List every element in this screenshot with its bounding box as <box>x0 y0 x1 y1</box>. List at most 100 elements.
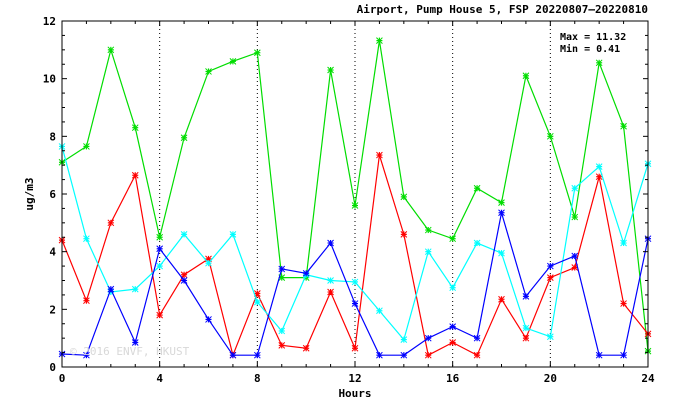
y-tick-label: 8 <box>49 130 56 143</box>
data-point <box>449 323 457 330</box>
data-point <box>571 252 579 260</box>
data-point <box>595 163 603 170</box>
y-tick-label: 0 <box>49 361 56 374</box>
data-point <box>571 184 579 192</box>
series-line-2 <box>61 146 649 341</box>
data-point <box>498 295 505 303</box>
x-tick-label: 4 <box>156 372 163 385</box>
data-point <box>156 233 164 241</box>
data-point <box>449 284 457 292</box>
data-point <box>620 122 627 130</box>
data-point <box>522 334 530 342</box>
data-point <box>107 46 115 54</box>
data-point <box>327 239 334 247</box>
max-annotation: Max = 11.32 <box>560 32 626 43</box>
data-point <box>424 351 432 359</box>
data-point <box>595 59 603 67</box>
data-point <box>229 58 237 65</box>
data-point <box>351 344 359 352</box>
data-point <box>302 344 310 352</box>
data-point <box>180 271 188 279</box>
x-tick-label: 24 <box>641 372 655 385</box>
x-tick-label: 20 <box>544 372 557 385</box>
x-tick-label: 8 <box>254 372 261 385</box>
data-point <box>205 316 212 323</box>
data-point <box>498 209 505 217</box>
data-point <box>229 231 237 238</box>
data-point <box>546 132 554 140</box>
y-axis-label: ug/m3 <box>23 177 36 210</box>
data-point <box>278 342 286 349</box>
data-point <box>620 351 627 359</box>
data-point <box>546 333 554 341</box>
data-point <box>327 66 334 74</box>
y-tick-label: 10 <box>43 73 56 86</box>
data-point <box>571 213 579 221</box>
data-point <box>180 277 188 284</box>
data-point <box>156 262 164 270</box>
y-tick-label: 2 <box>49 303 56 316</box>
data-point <box>473 334 481 342</box>
data-point <box>180 231 188 238</box>
data-point <box>620 300 627 307</box>
x-tick-label: 16 <box>446 372 460 385</box>
data-point <box>131 285 139 293</box>
y-tick-label: 6 <box>49 188 56 201</box>
data-point <box>278 265 286 273</box>
data-point <box>498 199 505 207</box>
data-point <box>376 37 383 44</box>
data-point <box>546 262 554 270</box>
data-point <box>253 298 261 306</box>
min-annotation: Min = 0.41 <box>560 43 620 55</box>
data-point <box>400 336 408 343</box>
data-point <box>107 285 115 293</box>
data-point <box>424 334 432 342</box>
data-point <box>424 226 432 234</box>
data-point <box>376 307 383 315</box>
data-point <box>83 143 90 150</box>
data-point <box>205 259 212 267</box>
data-point <box>473 239 481 247</box>
data-point <box>302 269 310 277</box>
x-axis-label: Hours <box>338 387 371 400</box>
data-point <box>351 202 359 209</box>
data-point <box>522 324 530 332</box>
y-tick-label: 4 <box>49 246 56 259</box>
x-tick-label: 0 <box>59 372 66 385</box>
data-point <box>83 235 90 243</box>
data-point <box>473 351 481 359</box>
data-point <box>522 293 530 300</box>
x-tick-label: 12 <box>348 372 361 385</box>
grid <box>159 21 551 367</box>
data-point <box>156 311 164 319</box>
data-point <box>376 351 383 359</box>
data-point <box>131 171 139 179</box>
data-point <box>400 193 408 201</box>
data-point <box>327 288 334 296</box>
series-group <box>58 37 652 359</box>
data-point <box>400 351 408 359</box>
data-point <box>620 239 627 247</box>
data-point <box>253 49 261 57</box>
y-tick-label: 12 <box>43 15 56 28</box>
data-point <box>546 274 554 281</box>
data-point <box>131 124 139 132</box>
data-point <box>449 339 457 346</box>
data-point <box>351 300 359 307</box>
data-point <box>498 249 505 257</box>
data-point <box>327 277 334 284</box>
data-point <box>83 297 90 305</box>
data-point <box>180 134 188 142</box>
data-point <box>107 219 115 227</box>
data-point <box>400 231 408 238</box>
data-point <box>131 339 139 346</box>
data-point <box>424 248 432 256</box>
data-point <box>571 264 579 271</box>
data-point <box>83 351 90 359</box>
data-point <box>376 151 383 159</box>
data-point <box>253 351 261 359</box>
data-point <box>229 351 237 359</box>
data-point <box>473 184 481 192</box>
